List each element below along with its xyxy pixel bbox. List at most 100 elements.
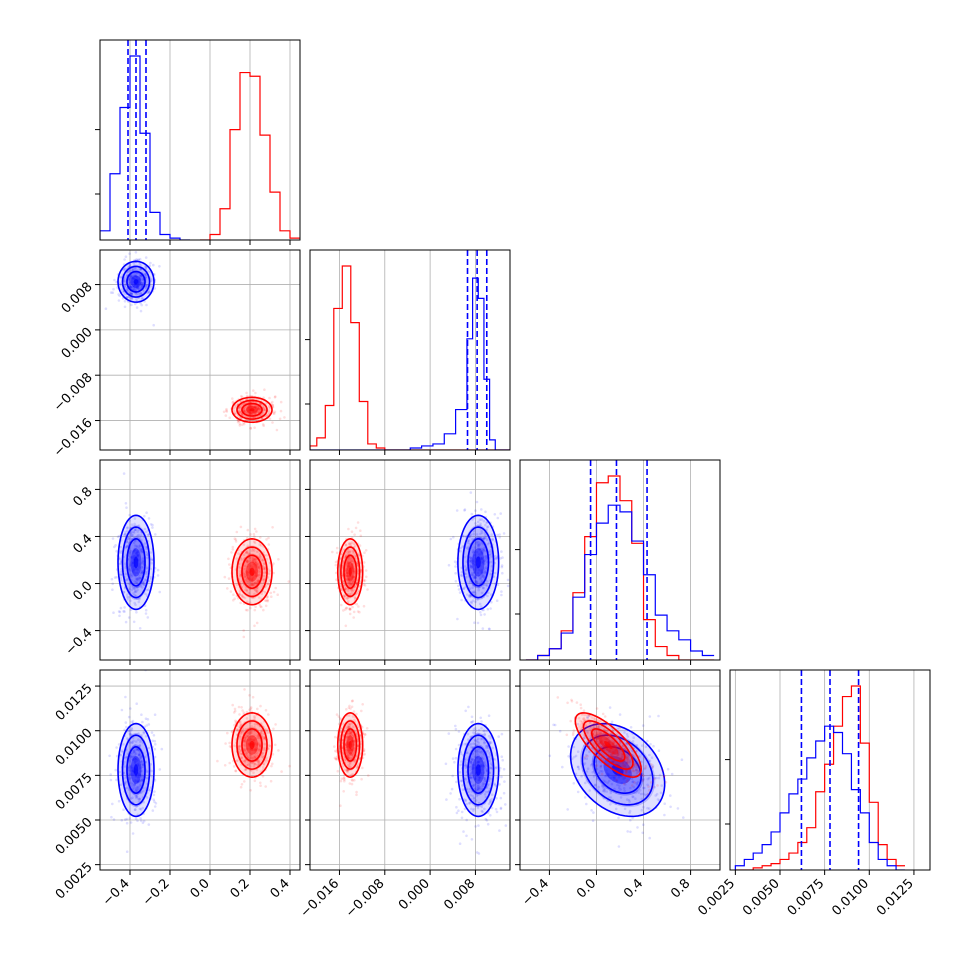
scatter-point (470, 560, 473, 563)
scatter-point (350, 748, 353, 752)
scatter-point (469, 564, 473, 568)
panel-frame-0-0 (99, 39, 301, 241)
scatter-point (136, 788, 140, 792)
scatter-point (150, 561, 154, 565)
scatter-point (351, 749, 355, 753)
scatter-point (620, 781, 623, 785)
scatter-point (617, 845, 621, 848)
scatter-point (126, 737, 129, 740)
scatter-point (350, 734, 353, 737)
scatter-point (135, 780, 139, 784)
scatter-point (635, 768, 638, 771)
scatter-point (481, 573, 485, 577)
scatter-point (486, 746, 490, 749)
scatter-point (599, 730, 602, 734)
scatter-point (501, 556, 504, 559)
scatter-point (246, 608, 249, 612)
scatter-point (238, 735, 242, 739)
scatter-point (345, 742, 349, 746)
scatter-point (243, 409, 246, 413)
scatter-point (238, 744, 241, 748)
scatter-point (125, 544, 129, 548)
scatter-point (477, 776, 481, 779)
scatter-point (279, 400, 283, 404)
scatter-point (465, 802, 468, 806)
scatter-point (350, 583, 354, 587)
scatter-point (259, 536, 262, 539)
scatter-point (476, 750, 479, 753)
scatter-point (128, 729, 131, 732)
scatter-point (351, 742, 354, 745)
scatter-point (642, 805, 645, 809)
scatter-point (335, 578, 338, 581)
scatter-point (247, 409, 250, 412)
scatter-point (251, 559, 254, 562)
scatter-point (123, 280, 126, 283)
scatter-point (585, 754, 588, 757)
scatter-point (274, 586, 278, 590)
scatter-point (348, 557, 352, 561)
scatter-point (480, 529, 483, 533)
scatter-point (626, 757, 629, 761)
scatter-point (149, 279, 153, 283)
scatter-point (129, 772, 132, 776)
scatter-point (135, 580, 138, 584)
scatter-point (135, 275, 138, 278)
scatter-point (597, 731, 600, 734)
scatter-point (236, 420, 240, 424)
scatter-point (642, 792, 645, 796)
scatter-point (473, 755, 477, 759)
scatter-point (129, 734, 132, 737)
scatter-point (254, 749, 257, 752)
scatter-point (135, 544, 138, 548)
scatter-point (493, 758, 497, 761)
contour-0-2 (126, 745, 146, 795)
scatter-point (133, 758, 136, 762)
scatter-point (350, 559, 354, 562)
scatter-point (472, 807, 476, 811)
scatter-point (362, 749, 366, 753)
scatter-point (130, 277, 134, 281)
scatter-point (350, 592, 353, 595)
scatter-point (237, 748, 241, 751)
scatter-point (140, 775, 144, 779)
scatter-point (228, 563, 231, 566)
scatter-point (450, 787, 454, 791)
scatter-point (137, 579, 140, 582)
scatter-point (346, 561, 350, 565)
scatter-point (225, 409, 228, 412)
scatter-point (458, 842, 462, 845)
scatter-point (348, 575, 351, 578)
scatter-point (139, 549, 142, 553)
tick-label-y-3-2: 0.0075 (53, 770, 96, 813)
scatter-point (351, 580, 355, 584)
scatter-point (252, 405, 256, 409)
scatter-point (351, 589, 354, 593)
scatter-point (246, 560, 249, 563)
scatter-point (482, 583, 486, 586)
scatter-point (253, 558, 257, 561)
scatter-point (134, 740, 138, 743)
scatter-point (347, 578, 351, 581)
scatter-point (247, 732, 250, 736)
scatter-point (481, 561, 485, 565)
scatter-point (131, 752, 134, 755)
scatter-point (149, 261, 152, 265)
tick-label-x-0-3: 0.2 (228, 876, 253, 901)
scatter-point (135, 549, 139, 553)
scatter-point (254, 410, 258, 414)
scatter-point (131, 285, 135, 289)
scatter-point (468, 563, 472, 567)
scatter-point (489, 814, 492, 817)
scatter-point (482, 549, 485, 552)
scatter-point (135, 611, 138, 614)
scatter-point (138, 807, 142, 811)
scatter-point (345, 577, 348, 580)
scatter-point (345, 741, 349, 744)
scatter-point (480, 805, 484, 809)
scatter-point (461, 545, 465, 548)
scatter-point (133, 757, 136, 761)
scatter-point (592, 775, 596, 778)
contour-1-2 (241, 402, 263, 417)
scatter-point (242, 729, 245, 732)
